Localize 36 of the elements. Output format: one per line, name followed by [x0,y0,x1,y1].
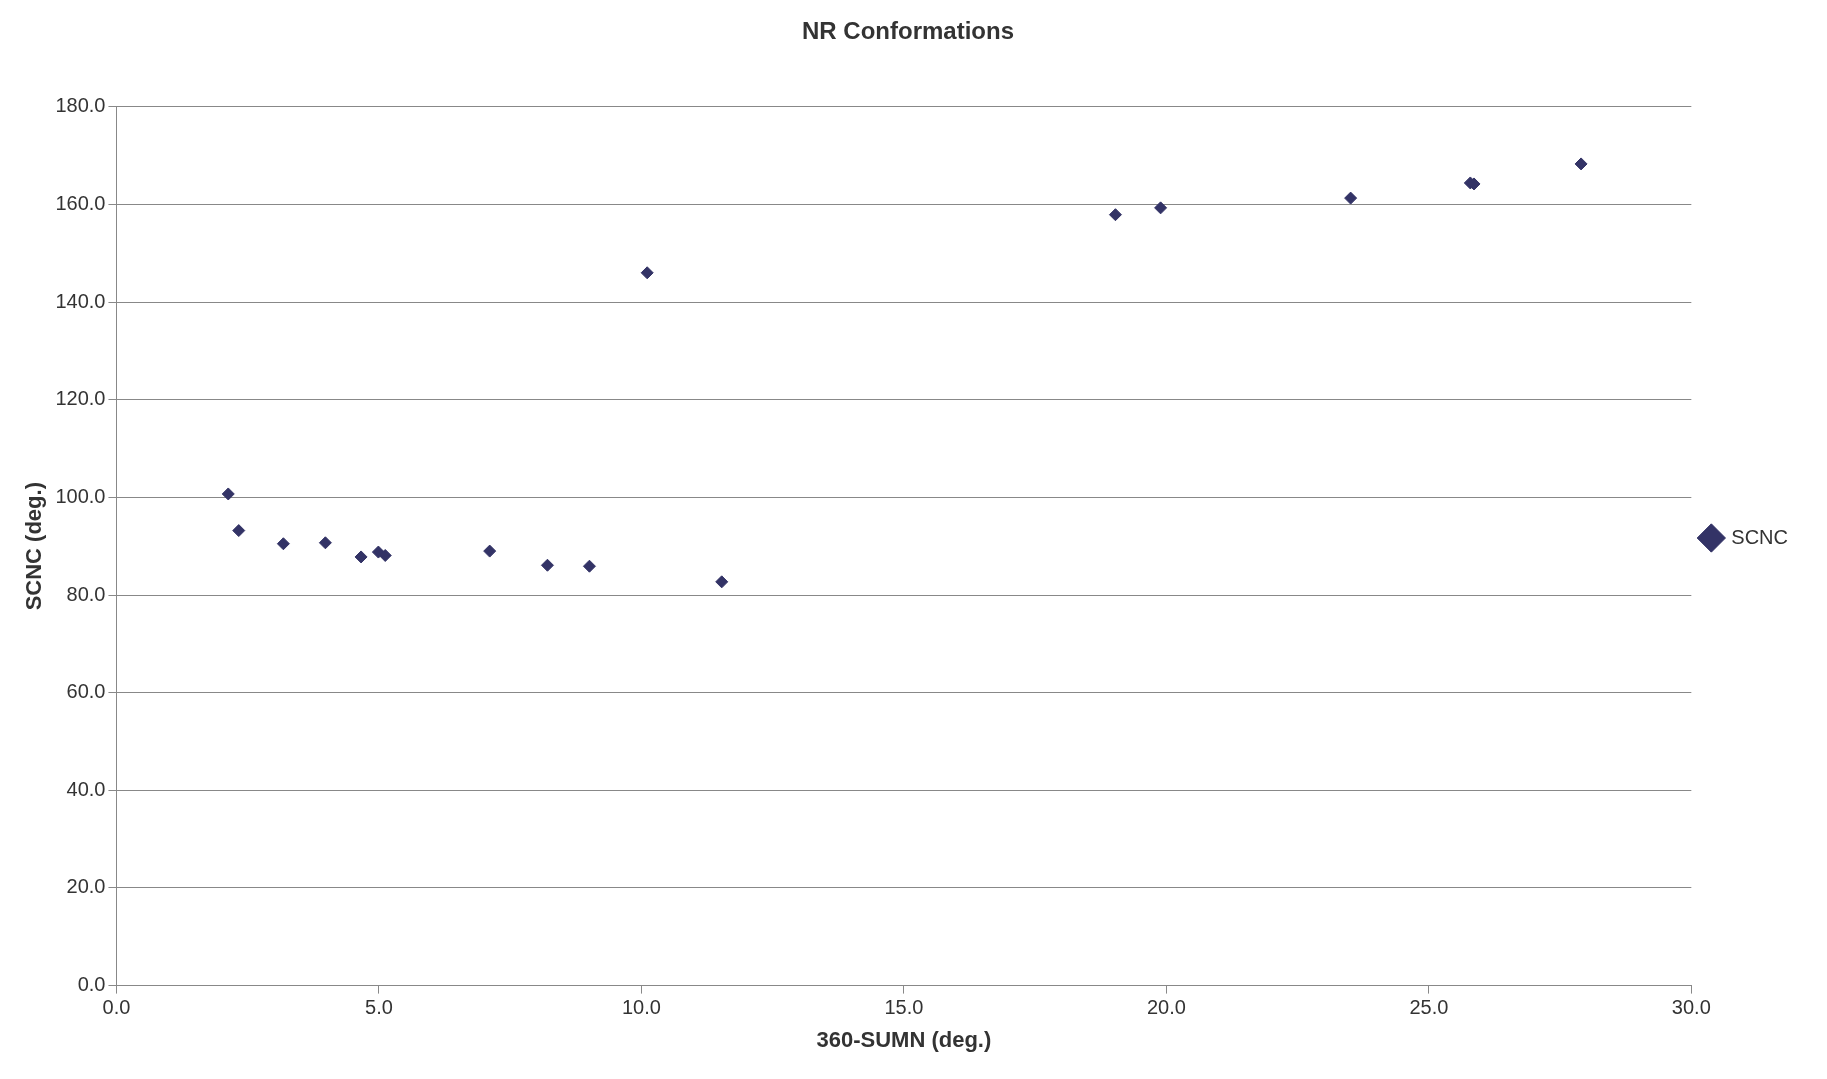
y-tick-label: 80.0 [66,582,106,605]
x-tick-label: 15.0 [884,996,924,1019]
y-tick-label: 140.0 [55,289,106,312]
x-tick-label: 25.0 [1409,996,1449,1019]
point [715,575,729,589]
x-tick-label: 10.0 [621,996,661,1019]
x-tick-label: 20.0 [1146,996,1186,1019]
legend-label: SCNC [1731,525,1788,548]
point [221,487,235,501]
x-tick-label: 30.0 [1671,996,1711,1019]
point [378,548,392,562]
point [582,559,596,573]
point [276,537,290,551]
y-tick-label: 40.0 [66,777,106,800]
x-tick-label: 5.0 [365,996,393,1019]
y-axis-title: SCNC (deg.) [21,482,47,611]
y-tick-label: 160.0 [55,191,106,214]
y-tick-label: 0.0 [77,973,106,996]
y-tick-label: 120.0 [55,387,106,410]
x-axis-title: 360-SUMN (deg.) [816,1026,992,1052]
point [640,266,654,280]
chart-title: NR Conformations [802,17,1014,45]
y-tick-label: 180.0 [55,94,106,117]
point [540,558,554,572]
x-tick-label: 0.0 [102,996,131,1019]
point [318,536,332,550]
point [354,550,368,564]
point [483,544,497,558]
y-tick-label: 60.0 [66,680,106,703]
point [1108,208,1122,222]
y-tick-label: 100.0 [55,484,106,507]
point [232,524,246,538]
point [1344,191,1358,205]
point [1574,157,1588,171]
point [1154,201,1168,215]
y-tick-label: 20.0 [66,875,106,898]
